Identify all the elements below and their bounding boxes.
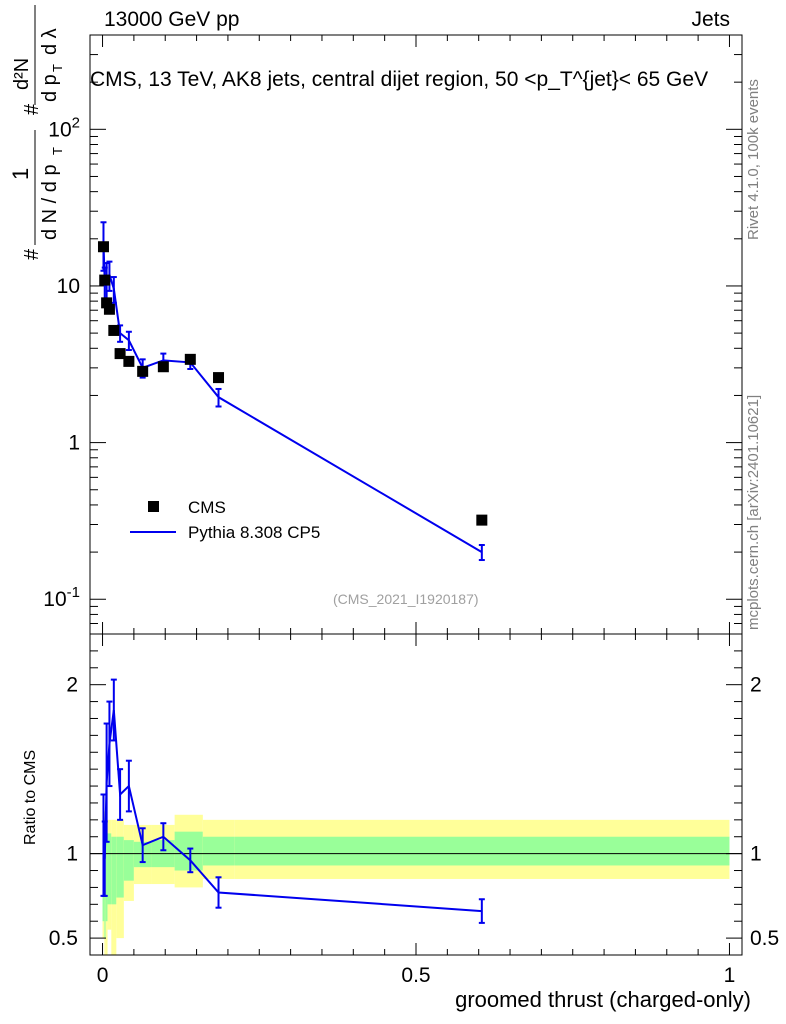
cms-data-point <box>99 274 111 286</box>
y-label-part: d λ <box>39 28 61 55</box>
y-label-part: # <box>21 103 43 115</box>
ratio-y-tick-label-right: 1 <box>750 843 762 866</box>
x-tick-label: 0 <box>97 964 109 987</box>
tick-labels: 0 0.5 1 10-1 1 10 102 0.5 0.5 1 1 2 2 <box>43 114 779 987</box>
rivet-version-label: Rivet 4.1.0, 100k events <box>745 79 762 240</box>
stat-uncertainty-band <box>234 836 730 866</box>
ratio-series-layer <box>100 678 485 924</box>
legend-cms-label: CMS <box>188 498 226 517</box>
plot-title: CMS, 13 TeV, AK8 jets, central dijet reg… <box>90 68 709 91</box>
pythia-line <box>102 242 483 553</box>
ratio-uncertainty-bands <box>102 794 730 955</box>
stat-uncertainty-band <box>202 836 235 866</box>
y-label-part: T <box>50 64 65 72</box>
cms-data-point <box>157 361 169 373</box>
stat-uncertainty-band <box>107 833 112 905</box>
ratio-y-tick-label-right: 0.5 <box>750 927 779 950</box>
ratio-plot-border <box>89 633 743 956</box>
main-series-layer <box>97 221 488 562</box>
stat-uncertainty-band <box>111 836 117 905</box>
x-tick-label: 1 <box>724 964 736 987</box>
cms-data-point <box>184 353 196 365</box>
stat-uncertainty-band <box>105 828 108 922</box>
legend-pythia-label: Pythia 8.308 CP5 <box>188 523 320 542</box>
ratio-y-tick-label-right: 2 <box>750 674 762 697</box>
cms-data-point <box>103 303 115 315</box>
cms-data-point <box>213 372 225 384</box>
y-label-part: d p <box>39 74 61 102</box>
ratio-plot-frame <box>89 633 743 956</box>
cms-data-point <box>476 514 488 526</box>
legend-cms-marker <box>148 501 159 512</box>
cms-data-point <box>101 297 113 309</box>
y-label-part: d N / d p <box>39 164 61 240</box>
y-axis-label-ratio: Ratio to CMS <box>22 749 39 845</box>
ratio-y-tick-label: 2 <box>66 674 78 697</box>
y-tick-label: 102 <box>48 114 80 141</box>
ratio-y-tick-label: 1 <box>66 843 78 866</box>
y-axis-label-text: #1 d N / d p T # d²N d p Td λ <box>8 5 65 260</box>
main-plot-border <box>89 34 743 635</box>
y-tick-label: 1 <box>68 432 80 455</box>
ratio-y-tick-label: 0.5 <box>49 927 78 950</box>
y-tick-label: 10-1 <box>43 584 80 611</box>
cms-data-point <box>97 241 109 253</box>
stat-uncertainty-band <box>123 840 134 881</box>
x-axis-label: groomed thrust (charged-only) <box>455 987 751 1012</box>
legend: CMS Pythia 8.308 CP5 <box>130 498 320 542</box>
cms-data-point <box>137 365 149 377</box>
y-label-part: T <box>50 147 65 155</box>
y-label-part: # <box>21 248 43 260</box>
mcplots-credit-label: mcplots.cern.ch [arXiv:2401.10621] <box>745 394 762 630</box>
y-label-part: d²N <box>11 58 33 90</box>
analysis-reference: (CMS_2021_I1920187) <box>333 591 479 607</box>
cms-data-point <box>114 348 126 360</box>
cms-data-point <box>108 324 120 336</box>
y-axis-label-main: #1 d N / d p T # d²N d p Td λ <box>8 5 65 260</box>
y-label-part: 1 <box>8 168 33 180</box>
stat-uncertainty-band <box>116 836 124 898</box>
y-tick-label: 10 <box>57 275 80 298</box>
header-energy-label: 13000 GeV pp <box>104 8 240 31</box>
cms-data-point <box>123 355 135 367</box>
header-process-label: Jets <box>691 8 730 31</box>
x-tick-label: 0.5 <box>401 964 430 987</box>
